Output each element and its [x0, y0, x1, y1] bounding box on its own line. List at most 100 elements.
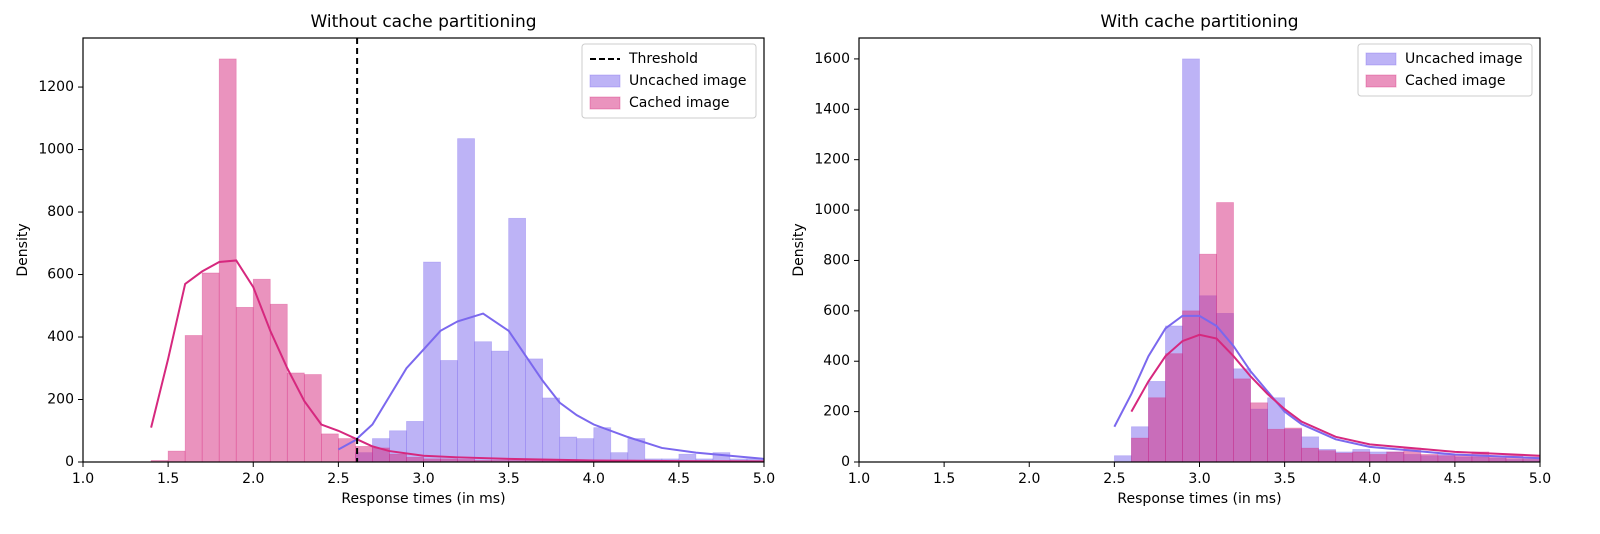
histogram-bar: [1131, 437, 1149, 463]
y-axis-label: Density: [15, 223, 31, 276]
y-tick-label: 400: [823, 353, 850, 369]
y-tick-label: 200: [823, 404, 850, 420]
y-tick-label: 800: [47, 204, 74, 220]
legend: Uncached image Cached image: [1357, 43, 1533, 97]
y-tick-label: 0: [65, 454, 74, 470]
legend-label: Uncached image: [1405, 51, 1523, 67]
histogram-bar: [321, 433, 339, 463]
histogram-bar: [201, 272, 220, 463]
y-tick-label: 0: [841, 454, 850, 470]
histogram-bar: [1233, 378, 1251, 463]
histogram-bar: [1182, 310, 1200, 463]
y-tick-label: 1400: [814, 101, 850, 117]
histogram-bar: [508, 217, 526, 463]
histogram-bar: [593, 427, 612, 463]
histogram-bar: [184, 335, 203, 463]
y-tick-label: 1000: [38, 142, 74, 158]
histogram-bar: [1165, 353, 1183, 463]
histogram-bar: [542, 397, 561, 463]
legend-label: Cached image: [1405, 73, 1505, 89]
y-tick-label: 600: [47, 267, 74, 283]
y-axis-label: Density: [791, 223, 807, 276]
x-tick-label: 5.0: [753, 471, 775, 487]
y-tick-label: 1200: [38, 79, 74, 95]
histogram-bar: [167, 450, 186, 463]
y-tick-label: 1000: [814, 202, 850, 218]
y-tick-label: 400: [47, 329, 74, 345]
histogram-bar: [1318, 450, 1337, 463]
x-tick-label: 4.0: [583, 471, 605, 487]
legend-patch: [1365, 52, 1397, 66]
x-tick-label: 2.0: [242, 471, 264, 487]
x-tick-label: 3.5: [1273, 471, 1295, 487]
histogram-bar: [525, 358, 544, 463]
axes-frame: [858, 37, 1541, 463]
histogram-bar: [1250, 402, 1268, 463]
legend-patch: [589, 96, 621, 110]
histogram-bar: [303, 374, 322, 463]
y-tick-label: 600: [823, 303, 850, 319]
chart-title: With cache partitioning: [1100, 12, 1298, 32]
histogram-bar: [1216, 202, 1234, 463]
subplot: Without cache partitioning Response times…: [15, 12, 775, 507]
x-tick-label: 1.0: [72, 471, 94, 487]
x-tick-label: 3.0: [1188, 471, 1210, 487]
histogram-bar: [1267, 428, 1285, 463]
histogram-bar: [474, 341, 492, 463]
x-tick-label: 3.5: [497, 471, 519, 487]
subplot: With cache partitioning Response times (i…: [791, 12, 1551, 507]
x-tick-label: 4.5: [1444, 471, 1466, 487]
kde-line: [1113, 314, 1541, 460]
histogram-bar: [1352, 451, 1371, 463]
legend-label: Threshold: [628, 51, 698, 67]
histogram-bar: [423, 261, 441, 463]
chart-title: Without cache partitioning: [310, 12, 536, 32]
legend-box: [581, 43, 757, 119]
histogram-bar: [440, 360, 458, 463]
histogram-bar: [1301, 447, 1320, 463]
histogram-bar: [576, 438, 595, 463]
x-tick-label: 2.5: [327, 471, 349, 487]
histogram-bar: [1199, 253, 1217, 463]
histogram-bar: [1437, 455, 1456, 463]
x-tick-label: 4.5: [668, 471, 690, 487]
x-tick-label: 2.5: [1103, 471, 1125, 487]
x-axis-label: Response times (in ms): [341, 491, 505, 507]
y-tick-label: 1600: [814, 51, 850, 67]
y-tick-label: 200: [47, 392, 74, 408]
legend-label: Uncached image: [629, 73, 747, 89]
axes-frame: [82, 37, 765, 463]
legend-patch: [1365, 74, 1397, 88]
x-tick-label: 2.0: [1018, 471, 1040, 487]
histogram-bar: [559, 436, 578, 463]
x-tick-label: 3.0: [412, 471, 434, 487]
histogram-bar: [1335, 452, 1354, 463]
y-tick-label: 1200: [814, 152, 850, 168]
histogram-bar: [1420, 454, 1439, 463]
legend-box: [1357, 43, 1533, 97]
x-tick-label: 1.0: [848, 471, 870, 487]
kde-line: [150, 259, 765, 463]
histogram-bar: [1386, 451, 1405, 463]
histogram-bar: [1369, 454, 1388, 463]
x-tick-label: 5.0: [1529, 471, 1551, 487]
x-tick-label: 1.5: [933, 471, 955, 487]
y-tick-label: 800: [823, 252, 850, 268]
histogram-bar: [389, 453, 407, 463]
histogram-bar: [406, 456, 424, 463]
histogram-bar: [457, 138, 475, 463]
histogram-bar: [1284, 427, 1302, 463]
kde-line: [337, 312, 765, 460]
x-tick-label: 1.5: [157, 471, 179, 487]
histogram-bar: [1114, 455, 1132, 463]
histogram-bar: [269, 303, 288, 463]
histogram-bar: [235, 306, 254, 463]
histogram-bar: [491, 350, 509, 463]
legend: Threshold Uncached image Cached image: [581, 43, 757, 119]
x-axis-label: Response times (in ms): [1117, 491, 1281, 507]
legend-label: Cached image: [629, 95, 729, 111]
kde-line: [1130, 333, 1541, 457]
legend-patch: [589, 74, 621, 88]
